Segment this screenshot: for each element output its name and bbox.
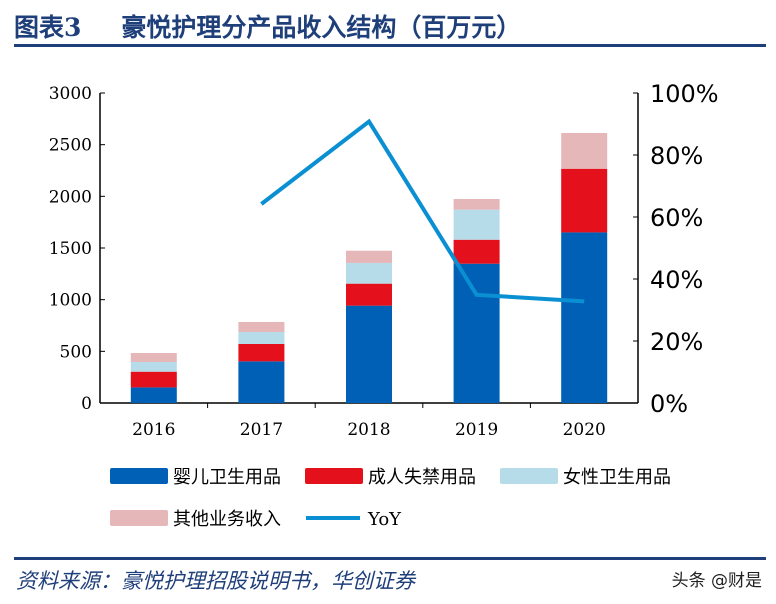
bar-segment — [561, 168, 608, 233]
y2-tick-label: 60% — [650, 204, 703, 232]
bar-segment — [346, 283, 392, 306]
footer-rule — [14, 557, 766, 560]
y-tick-label: 2000 — [49, 187, 92, 207]
legend-swatch — [500, 468, 558, 484]
y2-tick-label: 20% — [650, 328, 703, 356]
bar-segment — [453, 263, 500, 403]
chart: 0 500 1000 1500 2000 2500 3000 0% 20% 40% 60% 80% 10… — [49, 80, 719, 530]
y-tick-label: 1000 — [49, 291, 92, 311]
legend-label: 成人失禁用品 — [368, 467, 476, 488]
figure-title-text: 豪悦护理分产品收入结构（百万元） — [121, 13, 522, 42]
bar-segment — [346, 250, 392, 263]
x-tick-label: 2019 — [455, 420, 498, 440]
bar-segment — [130, 352, 177, 362]
figure-title: 图表3 豪悦护理分产品收入结构（百万元） — [14, 8, 521, 44]
bar-segment — [130, 361, 177, 372]
y-tick-label: 500 — [60, 342, 92, 362]
bar-segment — [453, 209, 500, 240]
title-rule — [14, 44, 766, 47]
y-tick-label: 0 — [81, 394, 92, 414]
source-note: 资料来源：豪悦护理招股说明书，华创证券 — [16, 569, 415, 593]
y-tick-label: 2500 — [49, 136, 92, 156]
bar-segment — [238, 321, 285, 333]
x-tick-label: 2020 — [563, 420, 606, 440]
legend-label: 婴儿卫生用品 — [173, 467, 281, 488]
y2-tick-label: 80% — [650, 142, 703, 170]
legend-label: 其他业务收入 — [173, 509, 281, 530]
bar-segment — [453, 199, 500, 210]
watermark: 头条 @财是 — [671, 571, 762, 591]
bar-segment — [453, 239, 500, 264]
yoy-line — [260, 118, 585, 304]
bar-segment — [346, 305, 392, 403]
y2-tick-label: 0% — [650, 390, 688, 418]
legend-swatch — [110, 468, 168, 484]
legend-swatch — [305, 468, 363, 484]
y-tick-label: 1500 — [49, 239, 92, 259]
legend-label: 女性卫生用品 — [563, 467, 671, 488]
bar-segment — [238, 343, 285, 362]
x-tick-label: 2018 — [347, 420, 390, 440]
x-tick-label: 2017 — [240, 420, 283, 440]
bar-segment — [238, 361, 285, 403]
figure-number: 图表3 — [14, 13, 82, 42]
y2-tick-label: 40% — [650, 266, 703, 294]
bar-segment — [561, 232, 608, 403]
y2-tick-label: 100% — [650, 80, 719, 108]
bar-segment — [130, 387, 177, 403]
y-tick-label: 3000 — [49, 84, 92, 104]
bar-segment — [346, 262, 392, 284]
legend-swatch — [110, 510, 168, 526]
bar-segment — [130, 371, 177, 388]
legend-label: YoY — [367, 509, 402, 530]
x-tick-label: 2016 — [132, 420, 175, 440]
bar-segment — [238, 332, 285, 344]
bar-segment — [561, 132, 608, 169]
